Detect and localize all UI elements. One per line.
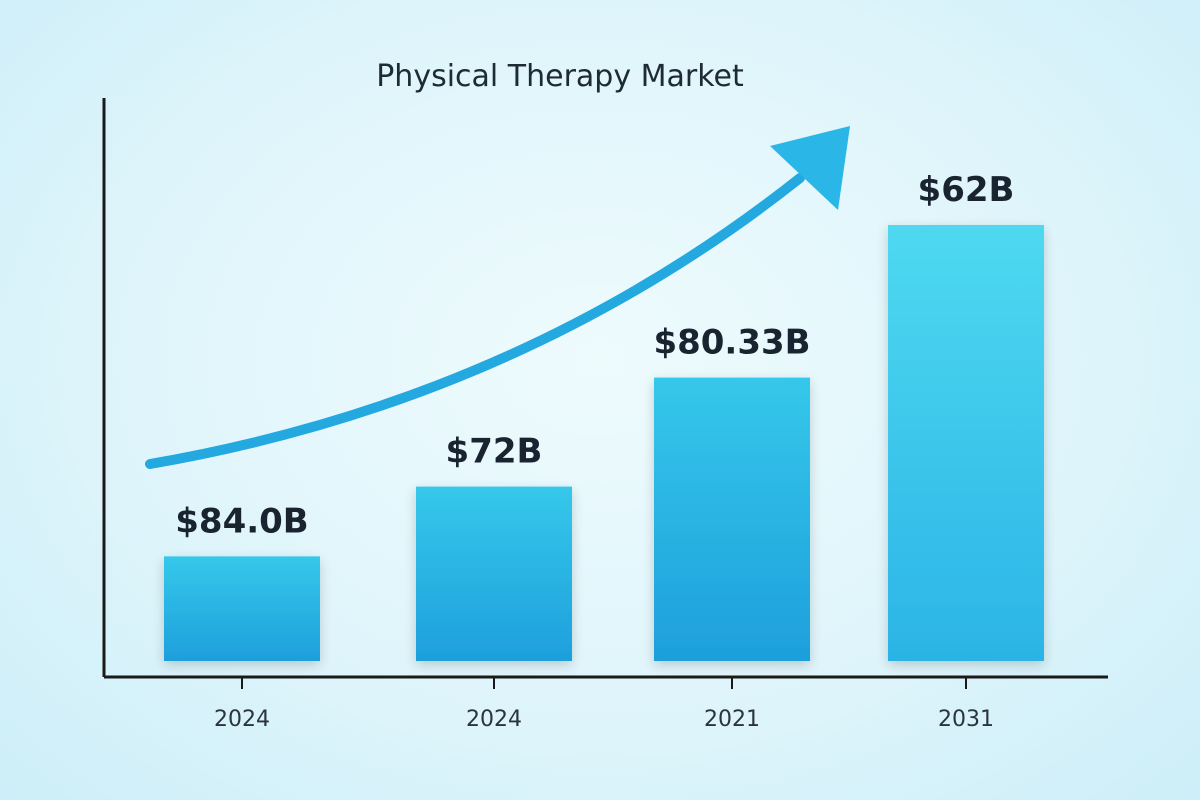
trend-arrow-head-icon xyxy=(770,126,850,210)
bar-value-label-1: $84.0B xyxy=(175,501,308,541)
x-tick-label-4: 2031 xyxy=(938,707,994,732)
chart-title: Physical Therapy Market xyxy=(376,59,744,94)
x-tick-labels-layer: 2024 2024 2021 2031 xyxy=(214,677,994,732)
bar-value-label-4: $62B xyxy=(918,170,1015,210)
bar-2 xyxy=(416,486,572,661)
x-tick-label-1: 2024 xyxy=(214,707,270,732)
bar-3 xyxy=(654,377,810,661)
bars-layer xyxy=(164,225,1044,661)
x-tick-label-3: 2021 xyxy=(704,707,760,732)
trend-arrow-line xyxy=(145,173,805,469)
x-tick-label-2: 2024 xyxy=(466,707,522,732)
bar-value-label-3: $80.33B xyxy=(653,323,810,363)
bar-1 xyxy=(164,556,320,661)
bar-value-label-2: $72B xyxy=(446,432,543,472)
value-labels-layer: $84.0B $72B $80.33B $62B xyxy=(175,170,1014,541)
bar-4 xyxy=(888,225,1044,661)
